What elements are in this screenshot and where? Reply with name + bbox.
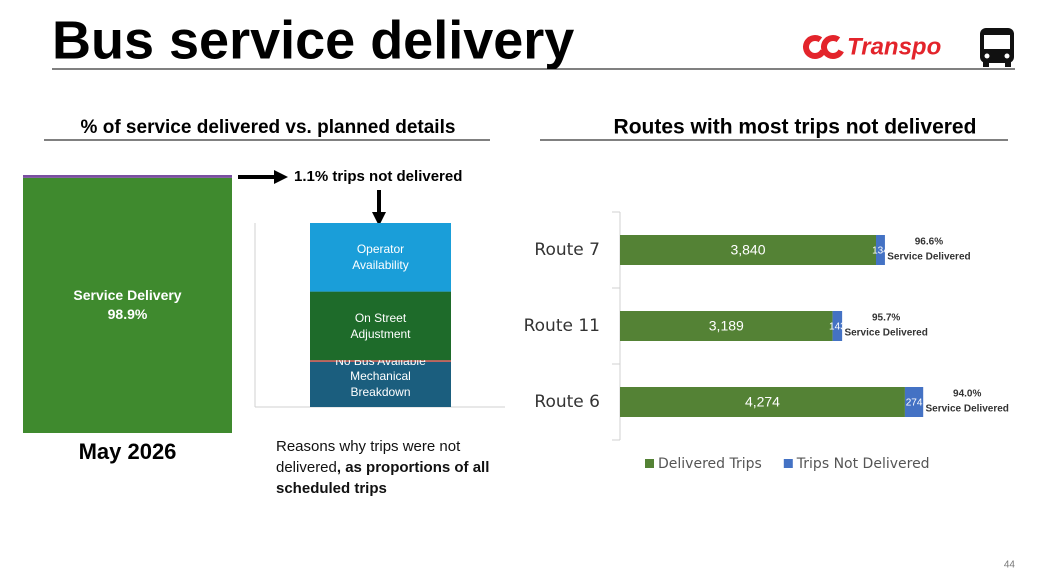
chart-title: % of service delivered vs. planned detai…: [81, 117, 456, 138]
label-line: Operator Availability: [352, 242, 409, 273]
bar-segment: [23, 177, 232, 433]
bar-segment: [310, 223, 451, 292]
legend-label: Trips Not Delivered: [796, 456, 930, 472]
y-tick-label: Route 7: [534, 240, 600, 260]
logo-text: Transpo: [847, 33, 941, 60]
label-line: Service Delivery: [73, 287, 182, 304]
label-line: On Street Adjustment: [350, 310, 411, 341]
data-label: 3,189: [709, 318, 744, 334]
bar-segment: [620, 311, 833, 341]
percent-caption: Service Delivered: [844, 328, 927, 339]
segment-label-lines: Service Delivery 98.9%: [73, 286, 181, 324]
data-label: 3,840: [730, 242, 765, 258]
percent-caption: Service Delivered: [887, 252, 970, 263]
y-tick-label: Route 6: [534, 392, 600, 412]
bar-segment: [876, 235, 885, 265]
segment-label: On Street Adjustment: [329, 292, 433, 361]
bus-icon: [980, 28, 1014, 67]
x-tick-label: May 2026: [79, 439, 177, 464]
chart-title: Routes with most trips not delivered: [614, 116, 977, 139]
data-label: 134: [872, 246, 889, 257]
caption-emphasis: , as proportions of all scheduled trips: [276, 459, 490, 497]
segment-label-box: Mechanical Breakdown: [329, 362, 433, 407]
percent-caption: Service Delivered: [926, 404, 1009, 415]
segment-label: Service Delivery 98.9%: [28, 178, 228, 433]
bar-segment: [23, 175, 232, 178]
data-label: 143: [829, 322, 846, 333]
bar-segment: [310, 361, 451, 407]
logo: Transpo: [803, 33, 941, 60]
bar-segment: [620, 235, 876, 265]
bar-segment: [904, 387, 924, 417]
data-label: 4,274: [745, 394, 780, 410]
legend-label: Delivered Trips: [658, 456, 762, 472]
caption-text: Reasons why trips were not delivered: [276, 438, 461, 476]
legend-swatch: [645, 459, 654, 468]
percent-label: 95.7%: [872, 313, 900, 324]
segment-label-lines: Mechanical Breakdown: [329, 368, 433, 400]
bar-segment: [832, 311, 843, 341]
label-line: Mechanical Breakdown: [350, 369, 411, 400]
bar-segment: [620, 387, 905, 417]
label-line: 98.9%: [107, 306, 148, 323]
slide-title: Bus service delivery: [52, 10, 574, 70]
segment-label-lines: Operator Availability: [329, 241, 433, 273]
segment-label-box: Operator Availability: [329, 223, 433, 292]
percent-label: 96.6%: [915, 237, 943, 248]
percent-label: 94.0%: [953, 389, 981, 400]
bar-segment: [310, 360, 451, 362]
page-number: 44: [1004, 560, 1016, 571]
bar-segment: [310, 291, 451, 361]
segment-label-box: On Street Adjustment: [329, 292, 433, 361]
segment-label: Operator Availability: [329, 223, 433, 292]
segment-label: Mechanical Breakdown: [329, 362, 433, 407]
segment-label-lines: On Street Adjustment: [329, 310, 433, 342]
legend-swatch: [783, 459, 793, 468]
segment-label-box: Service Delivery 98.9%: [28, 178, 228, 433]
data-label: 274: [906, 398, 923, 409]
y-tick-label: Route 11: [524, 316, 600, 336]
chart-caption: Reasons why trips were not delivered, as…: [276, 436, 511, 499]
annotation: 1.1% trips not delivered: [294, 168, 462, 185]
annotation-arrows: [238, 170, 386, 226]
